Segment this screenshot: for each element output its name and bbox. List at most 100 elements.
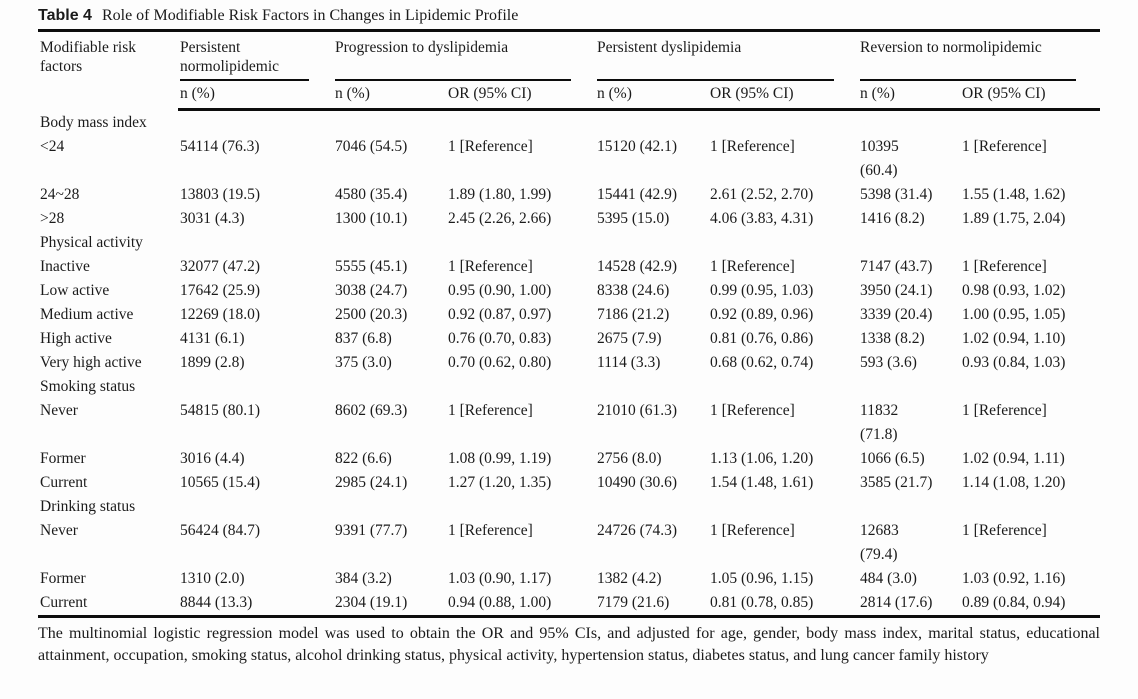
data-cell: 4.06 (3.83, 4.31) (710, 209, 814, 227)
table-row: 24~28 13803 (19.5) 4580 (35.4) 1.89 (1.80, … (38, 183, 1100, 207)
table-caption: Role of Modifiable Risk Factors in Chang… (101, 7, 519, 24)
subheader-or-ci: OR (95% CI) (446, 81, 596, 111)
row-label: <24 (40, 137, 65, 155)
table-row: High active 4131 (6.1) 837 (6.8) 0.76 (0.70… (38, 327, 1100, 351)
data-cell: 1 [Reference] (710, 137, 795, 155)
subheader-n-pct: n (%) (178, 81, 333, 111)
data-cell: 7046 (54.5) (335, 137, 408, 155)
row-label: Medium active (40, 305, 134, 323)
data-cell: 10395 (60.4) (860, 137, 899, 179)
table-header: Modifiable risk factors Persistent normo… (38, 32, 1101, 111)
data-cell: 1 [Reference] (962, 401, 1047, 419)
data-cell: 21010 (61.3) (597, 401, 678, 419)
data-cell: 3339 (20.4) (860, 305, 933, 323)
row-label: 24~28 (40, 185, 80, 203)
data-cell: 1.05 (0.96, 1.15) (710, 569, 814, 587)
data-cell: 1.03 (0.92, 1.16) (962, 569, 1066, 587)
data-cell: 822 (6.6) (335, 449, 392, 467)
data-cell: 0.76 (0.70, 0.83) (448, 329, 552, 347)
data-cell: 1 [Reference] (710, 521, 795, 539)
data-cell: 0.92 (0.87, 0.97) (448, 305, 552, 323)
data-cell: 5555 (45.1) (335, 257, 408, 275)
data-cell: 3585 (21.7) (860, 473, 933, 491)
subheader-n-pct: n (%) (595, 81, 709, 111)
table-row: Current 10565 (15.4) 2985 (24.1) 1.27 (1.20… (38, 471, 1100, 495)
row-label: High active (40, 329, 112, 347)
data-cell: 13803 (19.5) (180, 185, 261, 203)
data-cell: 1416 (8.2) (860, 209, 925, 227)
data-cell: 1 [Reference] (962, 521, 1047, 539)
data-cell: 15120 (42.1) (597, 137, 678, 155)
data-cell: 0.68 (0.62, 0.74) (710, 353, 814, 371)
data-cell: 484 (3.0) (860, 569, 917, 587)
row-label: Inactive (40, 257, 90, 275)
table-row: Low active 17642 (25.9) 3038 (24.7) 0.95 (0… (38, 279, 1100, 303)
data-cell: 2756 (8.0) (597, 449, 662, 467)
data-cell: 1300 (10.1) (335, 209, 408, 227)
data-cell: 1.89 (1.75, 2.04) (962, 209, 1066, 227)
group-header-persistent-dyslipidemia: Persistent dyslipidemia (595, 32, 858, 81)
row-label: >28 (40, 209, 65, 227)
table-row: <24 54114 (76.3) 7046 (54.5) 1 [Reference] 1… (38, 135, 1100, 183)
section-label: Smoking status (40, 377, 136, 395)
data-cell: 1 [Reference] (962, 137, 1047, 155)
section-row: Drinking status (38, 495, 1100, 519)
data-cell: 1.08 (0.99, 1.19) (448, 449, 552, 467)
data-cell: 10565 (15.4) (180, 473, 261, 491)
data-cell: 0.93 (0.84, 1.03) (962, 353, 1066, 371)
data-cell: 32077 (47.2) (180, 257, 261, 275)
data-cell: 0.94 (0.88, 1.00) (446, 590, 596, 618)
data-cell: 0.89 (0.84, 0.94) (960, 590, 1101, 618)
data-cell: 1 [Reference] (710, 257, 795, 275)
data-cell: 2675 (7.9) (597, 329, 662, 347)
paper-table-figure: Table 4 Role of Modifiable Risk Factors i… (38, 7, 1101, 665)
data-cell: 17642 (25.9) (180, 281, 261, 299)
table-title: Table 4 Role of Modifiable Risk Factors i… (38, 7, 1100, 32)
data-cell: 1.02 (0.94, 1.10) (962, 329, 1066, 347)
table-row: Very high active 1899 (2.8) 375 (3.0) 0.70 … (38, 351, 1100, 375)
group-label: Progression to dyslipidemia (335, 38, 572, 81)
row-label: Very high active (40, 353, 142, 371)
data-cell: 1 [Reference] (448, 521, 533, 539)
data-cell: 54114 (76.3) (180, 137, 260, 155)
data-cell: 1.02 (0.94, 1.11) (962, 449, 1065, 467)
table-body: Body mass index <24 54114 (76.3) 7046 (54.5… (38, 109, 1101, 618)
data-cell: 15441 (42.9) (597, 185, 678, 203)
data-cell: 1899 (2.8) (180, 353, 245, 371)
table-footnote: The multinomial logistic regression mode… (38, 624, 1100, 665)
section-label: Body mass index (40, 113, 147, 131)
data-cell: 1.55 (1.48, 1.62) (962, 185, 1066, 203)
data-cell: 2.45 (2.26, 2.66) (448, 209, 552, 227)
section-row: Smoking status (38, 375, 1100, 399)
data-cell: 0.81 (0.78, 0.85) (708, 590, 859, 618)
data-cell: 7179 (21.6) (595, 590, 709, 618)
table-row: Inactive 32077 (47.2) 5555 (45.1) 1 [Refere… (38, 255, 1100, 279)
data-cell: 1114 (3.3) (597, 353, 661, 371)
data-cell: 0.95 (0.90, 1.00) (448, 281, 552, 299)
data-cell: 2304 (19.1) (333, 590, 446, 618)
row-label: Never (40, 401, 78, 419)
data-cell: 0.92 (0.89, 0.96) (710, 305, 814, 323)
data-cell: 3016 (4.4) (180, 449, 245, 467)
table-row: Medium active 12269 (18.0) 2500 (20.3) 0.92… (38, 303, 1100, 327)
data-cell: 1.03 (0.90, 1.17) (448, 569, 552, 587)
data-cell: 1310 (2.0) (180, 569, 245, 587)
subheader-n-pct: n (%) (858, 81, 961, 111)
data-cell: 5395 (15.0) (597, 209, 670, 227)
group-header-persistent-normolipidemic: Persistent normolipidemic (178, 32, 333, 81)
data-cell: 1 [Reference] (962, 257, 1047, 275)
data-cell: 9391 (77.7) (335, 521, 408, 539)
table-row: Former 3016 (4.4) 822 (6.6) 1.08 (0.99, 1.1… (38, 447, 1100, 471)
data-cell: 0.99 (0.95, 1.03) (710, 281, 814, 299)
stub-header: Modifiable risk factors (40, 39, 136, 75)
data-cell: 1.13 (1.06, 1.20) (710, 449, 814, 467)
data-cell: 1.89 (1.80, 1.99) (448, 185, 552, 203)
data-cell: 54815 (80.1) (180, 401, 261, 419)
group-header-progression-dyslipidemia: Progression to dyslipidemia (333, 32, 595, 81)
data-cell: 5398 (31.4) (860, 185, 933, 203)
data-cell: 2500 (20.3) (335, 305, 408, 323)
group-header-reversion-normolipidemic: Reversion to normolipidemic (858, 32, 1100, 81)
data-cell: 1382 (4.2) (597, 569, 662, 587)
data-cell: 1338 (8.2) (860, 329, 925, 347)
section-label: Physical activity (40, 233, 143, 251)
